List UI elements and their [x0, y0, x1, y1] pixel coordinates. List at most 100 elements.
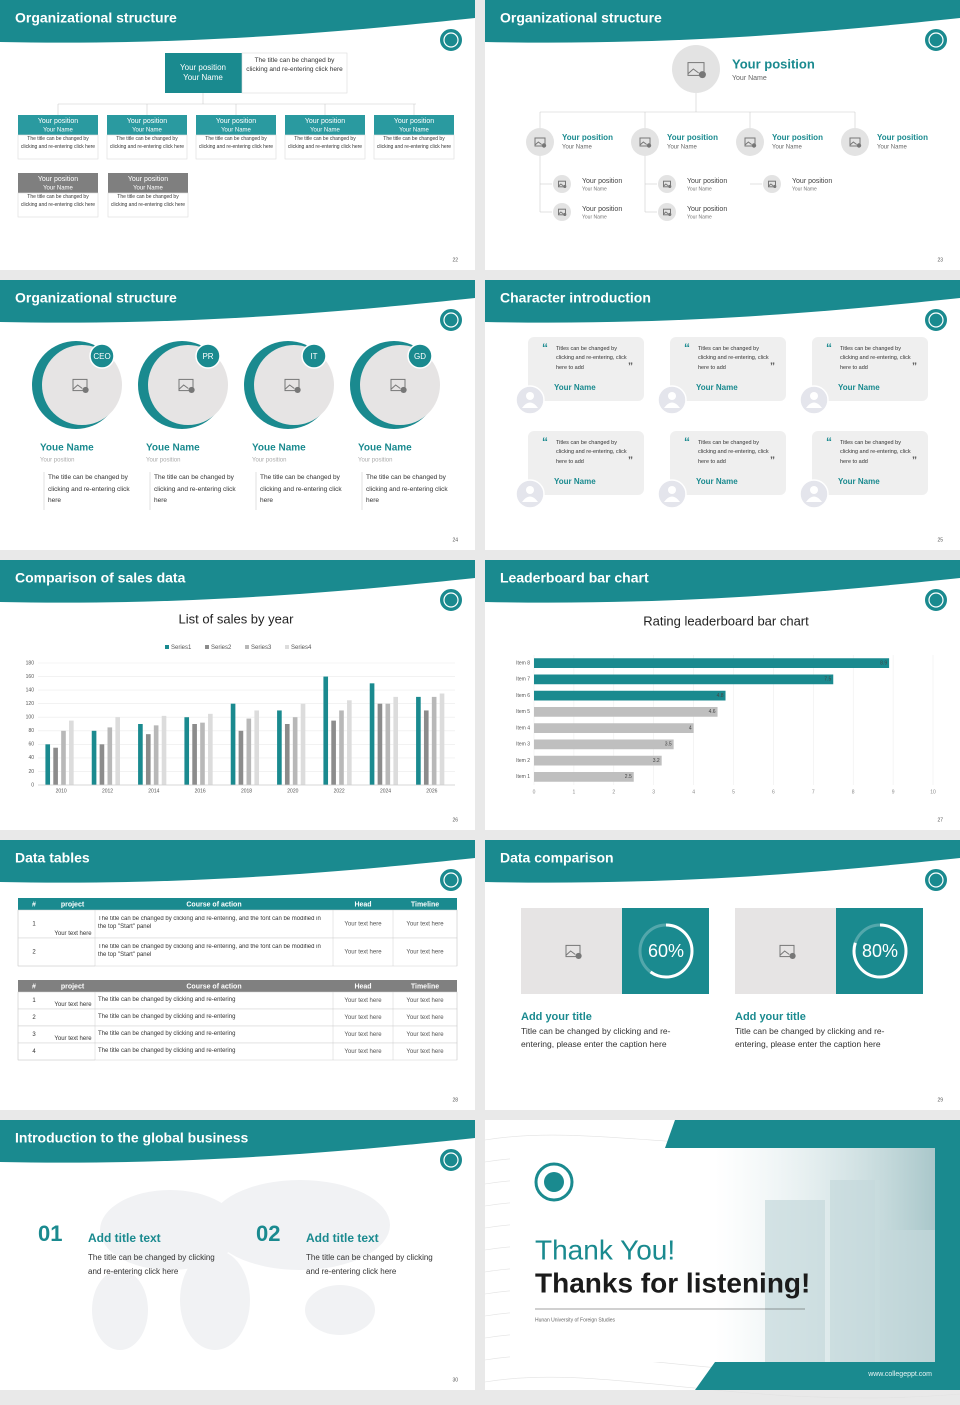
- position-box: [374, 115, 454, 135]
- percent-label: 60%: [648, 941, 684, 961]
- row-number: 4: [32, 1049, 36, 1055]
- page-number: 29: [937, 1097, 943, 1103]
- logo: [438, 307, 464, 333]
- header-band: [0, 560, 475, 603]
- description: The title can be changed by clicking and…: [287, 136, 363, 150]
- logo: [923, 307, 949, 333]
- position-box: [196, 115, 276, 135]
- column-header: project: [61, 983, 85, 990]
- name: Your Name: [772, 145, 802, 151]
- logo: [443, 32, 459, 48]
- row-number: 2: [32, 950, 36, 956]
- timeline: Your text here: [406, 922, 444, 928]
- position-box: [285, 115, 365, 135]
- name: Youe Name: [40, 443, 94, 454]
- image-icon: [565, 944, 581, 958]
- note-box: [241, 52, 348, 94]
- bar: [431, 696, 437, 785]
- avatar-body: [806, 402, 822, 408]
- x-tick-label: 2024: [380, 788, 391, 794]
- position: Your position: [687, 178, 727, 185]
- name: Youe Name: [252, 443, 306, 454]
- item-text-box: Title can be changed by clicking and re-…: [735, 1026, 884, 1049]
- table-row: [17, 909, 458, 939]
- image-icon: [639, 137, 651, 147]
- header-band: [485, 0, 960, 43]
- thanks: Thank You!: [535, 1234, 675, 1265]
- legend-swatch: [205, 645, 209, 649]
- logo: [544, 1172, 564, 1192]
- image-icon: [534, 137, 546, 147]
- image-icon: [663, 211, 669, 215]
- y-tick-label: Item 3: [516, 742, 530, 748]
- data-label: 4: [689, 725, 692, 731]
- description-box: The title can be changed by clicking and…: [111, 194, 185, 208]
- bar: [230, 703, 236, 785]
- text-box: [284, 134, 366, 160]
- quote-card: [812, 431, 928, 495]
- quote-mark: “: [826, 341, 832, 355]
- project: Your text here: [54, 1036, 92, 1042]
- avatar-body: [806, 496, 822, 502]
- bar: [153, 725, 159, 785]
- image-icon: [849, 141, 857, 146]
- x-tick-label: 2022: [334, 788, 345, 794]
- bar: [99, 744, 105, 785]
- bar: [331, 720, 336, 785]
- x-tick-label: 0: [533, 789, 536, 795]
- column-header: Head: [354, 901, 371, 908]
- item-text: The title can be changed by clicking and…: [306, 1253, 433, 1277]
- column-header: Timeline: [411, 901, 439, 908]
- map-shape: [92, 1270, 148, 1350]
- position: Your position: [562, 133, 613, 142]
- page-number: 23: [937, 257, 943, 263]
- accent-band: [665, 1120, 960, 1390]
- chart-title: List of sales by year: [179, 611, 295, 626]
- avatar: [736, 128, 764, 156]
- x-tick-label: 7: [812, 789, 815, 795]
- position: Your position: [252, 458, 286, 464]
- building: [880, 1230, 935, 1362]
- position: Your position: [38, 118, 78, 125]
- name: Your Name: [132, 128, 162, 134]
- bar: [534, 690, 726, 701]
- item-number: 01: [38, 1221, 62, 1246]
- timeline: Your text here: [406, 1032, 444, 1038]
- image-icon: [563, 212, 567, 216]
- project: Your text here: [54, 931, 92, 937]
- header-band: [485, 840, 960, 883]
- description-box: The title can be changed by clicking and…: [199, 136, 273, 150]
- data-label: 4.8: [717, 693, 724, 699]
- bar: [200, 722, 205, 785]
- header-band: [0, 1120, 475, 1163]
- project-box: Your text here: [54, 931, 92, 937]
- position: Your position: [358, 458, 392, 464]
- table-header: [18, 898, 457, 910]
- name: Your Name: [667, 145, 697, 151]
- slide-title: Data comparison: [500, 850, 614, 866]
- x-tick-label: 3: [652, 789, 655, 795]
- image-icon: [558, 183, 564, 187]
- bar: [115, 717, 121, 785]
- image-icon: [178, 378, 194, 392]
- y-tick-label: 180: [26, 660, 35, 666]
- avatar: [763, 175, 781, 193]
- image-icon: [558, 211, 564, 215]
- quote: Titles can be changed by clicking and re…: [698, 346, 769, 371]
- contour-line: [484, 1376, 960, 1399]
- image-icon: [575, 952, 582, 959]
- column-header: #: [32, 983, 36, 990]
- position: Your position: [146, 458, 180, 464]
- bar: [534, 739, 674, 750]
- x-tick-label: 6: [772, 789, 775, 795]
- avatar-head: [810, 486, 818, 494]
- description-box: The title can be changed by clicking and…: [366, 474, 448, 504]
- bar: [393, 696, 399, 785]
- organization: Hunan University of Foreign Studies: [535, 1317, 616, 1323]
- project: Your text here: [54, 1002, 92, 1008]
- bar: [161, 715, 167, 785]
- tag-circle: [195, 343, 221, 369]
- ring-arc: [852, 923, 908, 979]
